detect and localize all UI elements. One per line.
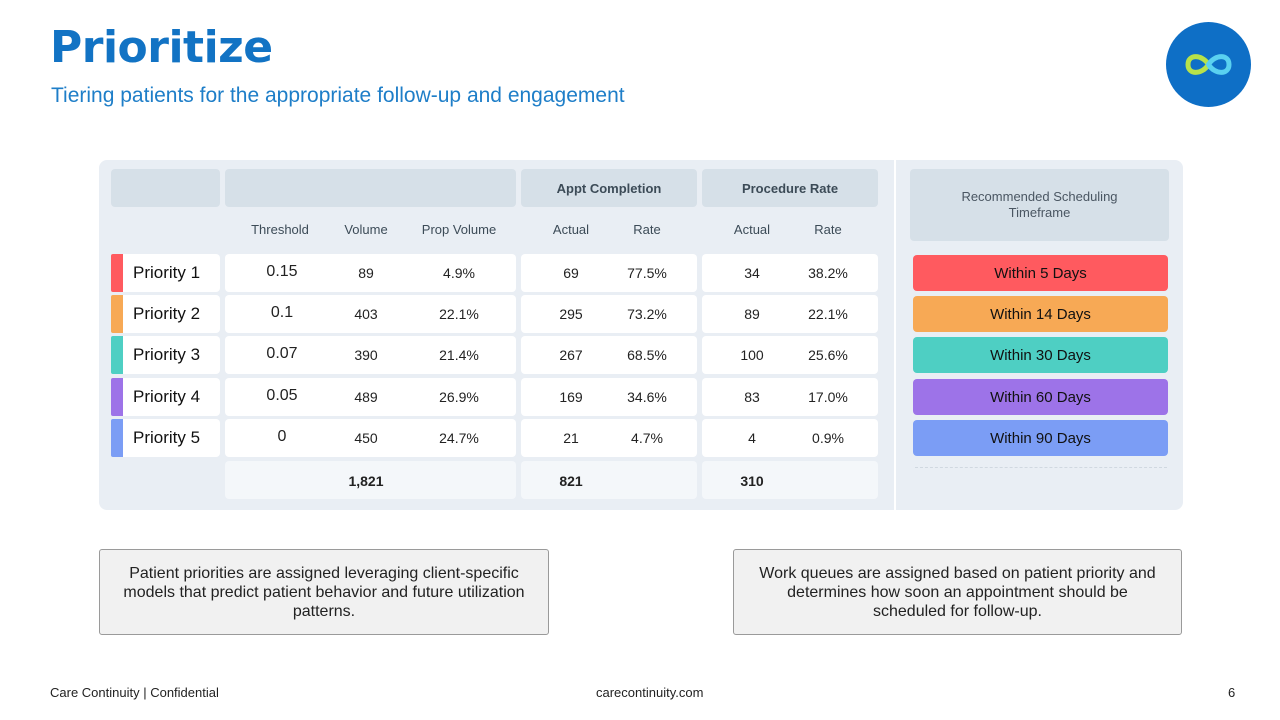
- appt-box: [521, 336, 697, 374]
- cell-proc-actual: 100: [740, 347, 764, 363]
- priority-color-bar: [111, 378, 123, 416]
- appt-completion-header: Appt Completion: [521, 169, 697, 207]
- priority-label-box: [111, 419, 220, 457]
- blank-header-label: [111, 169, 220, 207]
- proc-box: [702, 378, 878, 416]
- cell-volume: 450: [354, 430, 378, 446]
- schedule-badge: Within 90 Days: [913, 420, 1168, 456]
- cell-prop-volume: 4.9%: [443, 265, 475, 281]
- priority-label-box: [111, 295, 220, 333]
- priority-color-bar: [111, 336, 123, 374]
- note-work-queues: Work queues are assigned based on patien…: [733, 549, 1182, 635]
- cell-proc-actual: 4: [748, 430, 756, 446]
- appt-box: [521, 295, 697, 333]
- infinity-icon: [1166, 22, 1251, 107]
- footer-confidential: Care Continuity | Confidential: [50, 685, 219, 700]
- col-volume: Volume: [344, 222, 388, 237]
- cell-appt-rate: 4.7%: [631, 430, 663, 446]
- cell-proc-rate: 0.9%: [812, 430, 844, 446]
- col-appt-actual: Actual: [552, 222, 590, 237]
- procedure-rate-header: Procedure Rate: [702, 169, 878, 207]
- cell-prop-volume: 22.1%: [439, 306, 479, 322]
- note-priority-models: Patient priorities are assigned leveragi…: [99, 549, 549, 635]
- col-appt-rate: Rate: [633, 222, 661, 237]
- schedule-badge: Within 5 Days: [913, 255, 1168, 291]
- total-proc-actual: 310: [740, 473, 764, 489]
- volume-box: [225, 254, 516, 292]
- totals-proc-box: [702, 461, 878, 499]
- priority-label: Priority 1: [133, 263, 201, 282]
- proc-box: [702, 295, 878, 333]
- schedule-badge: Within 14 Days: [913, 296, 1168, 332]
- cell-appt-rate: 34.6%: [627, 389, 667, 405]
- cell-appt-actual: 169: [559, 389, 583, 405]
- cell-proc-actual: 83: [744, 389, 760, 405]
- volume-box: [225, 378, 516, 416]
- priority-label: Priority 4: [133, 387, 201, 406]
- cell-proc-rate: 17.0%: [808, 389, 848, 405]
- priority-color-bar: [111, 419, 123, 457]
- schedule-divider: [915, 467, 1167, 468]
- cell-threshold: 0.07: [266, 345, 298, 362]
- appt-box: [521, 378, 697, 416]
- cell-proc-actual: 89: [744, 306, 760, 322]
- cell-proc-rate: 38.2%: [808, 265, 848, 281]
- scheduling-timeframe-header: Recommended Scheduling Timeframe: [910, 169, 1169, 241]
- priority-color-bar: [111, 295, 123, 333]
- appt-box: [521, 419, 697, 457]
- schedule-badge: Within 60 Days: [913, 379, 1168, 415]
- proc-box: [702, 419, 878, 457]
- cell-appt-actual: 267: [559, 347, 583, 363]
- volume-box: [225, 336, 516, 374]
- col-prop-volume: Prop Volume: [421, 222, 497, 237]
- page-number: 6: [1228, 685, 1236, 700]
- proc-box: [702, 254, 878, 292]
- cell-volume: 489: [354, 389, 378, 405]
- cell-appt-actual: 21: [563, 430, 579, 446]
- totals-volume-box: [225, 461, 516, 499]
- priority-label-box: [111, 254, 220, 292]
- footer-website[interactable]: carecontinuity.com: [596, 685, 704, 700]
- cell-appt-rate: 77.5%: [627, 265, 667, 281]
- cell-prop-volume: 24.7%: [439, 430, 479, 446]
- cell-prop-volume: 26.9%: [439, 389, 479, 405]
- panel-divider: [894, 160, 896, 510]
- total-appt-actual: 821: [559, 473, 583, 489]
- cell-volume: 390: [354, 347, 378, 363]
- priority-label: Priority 2: [133, 304, 201, 323]
- priority-label: Priority 3: [133, 345, 201, 364]
- cell-threshold: 0.05: [266, 387, 298, 404]
- blank-header-volume: [225, 169, 516, 207]
- col-threshold: Threshold: [251, 222, 309, 237]
- appt-box: [521, 254, 697, 292]
- priority-label-box: [111, 378, 220, 416]
- total-volume: 1,821: [348, 473, 384, 489]
- col-proc-actual: Actual: [733, 222, 771, 237]
- cell-proc-actual: 34: [744, 265, 760, 281]
- cell-volume: 89: [358, 265, 374, 281]
- priority-label: Priority 5: [133, 428, 201, 447]
- cell-volume: 403: [354, 306, 378, 322]
- schedule-badge: Within 30 Days: [913, 337, 1168, 373]
- col-proc-rate: Rate: [814, 222, 842, 237]
- cell-proc-rate: 25.6%: [808, 347, 848, 363]
- priority-color-bar: [111, 254, 123, 292]
- totals-appt-box: [521, 461, 697, 499]
- cell-appt-actual: 295: [559, 306, 583, 322]
- cell-threshold: 0.15: [266, 263, 298, 280]
- priority-label-box: [111, 336, 220, 374]
- cell-proc-rate: 22.1%: [808, 306, 848, 322]
- cell-threshold: 0.1: [270, 304, 294, 321]
- cell-appt-actual: 69: [563, 265, 579, 281]
- cell-threshold: 0: [277, 428, 287, 445]
- cell-appt-rate: 73.2%: [627, 306, 667, 322]
- volume-box: [225, 419, 516, 457]
- volume-box: [225, 295, 516, 333]
- proc-box: [702, 336, 878, 374]
- cell-appt-rate: 68.5%: [627, 347, 667, 363]
- page-title: Prioritize: [50, 22, 273, 73]
- cell-prop-volume: 21.4%: [439, 347, 479, 363]
- page-subtitle: Tiering patients for the appropriate fol…: [51, 84, 625, 107]
